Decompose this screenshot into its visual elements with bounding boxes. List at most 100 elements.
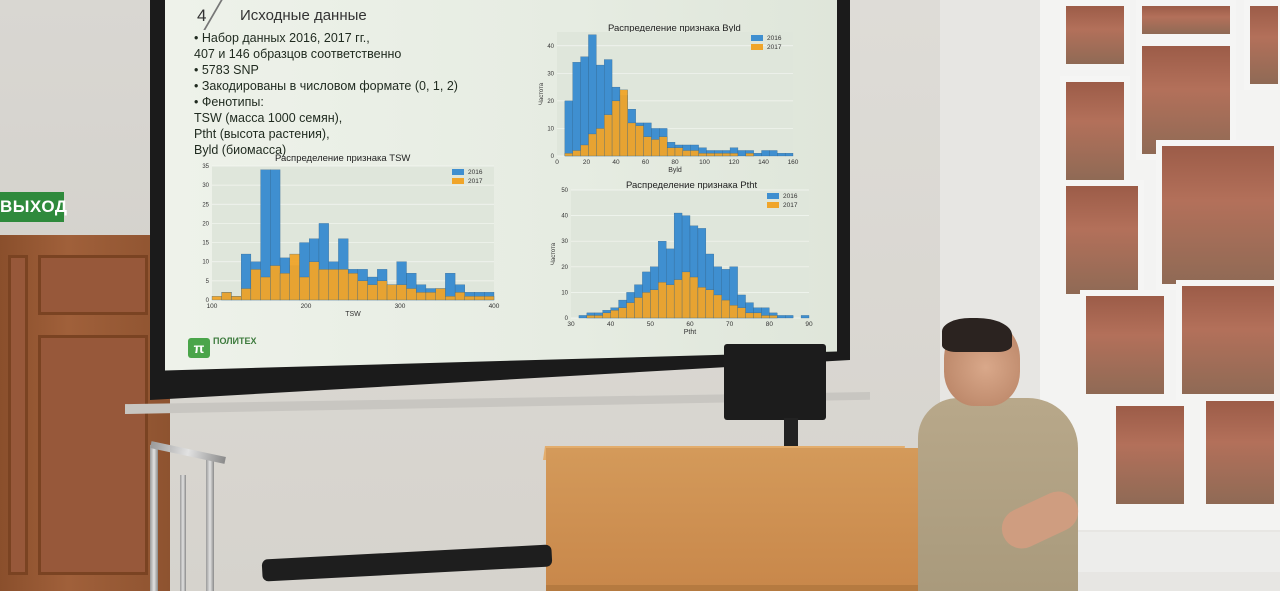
- histogram-bar: [673, 279, 683, 319]
- y-tick-label: 20: [561, 265, 568, 271]
- histogram-bar: [681, 271, 691, 319]
- histogram-bar: [682, 150, 691, 157]
- ptht-chart-title: Распределение признака Ptht: [626, 180, 758, 191]
- bullet-line: TSW (масса 1000 семян),: [194, 111, 343, 125]
- histogram-bar: [627, 122, 636, 157]
- y-tick-label: 35: [202, 164, 209, 170]
- y-tick-label: 20: [547, 99, 554, 105]
- histogram-bar: [698, 153, 707, 157]
- histogram-bar: [737, 307, 746, 319]
- exit-sign: ВЫХОД: [0, 192, 67, 222]
- histogram-bar: [634, 297, 643, 319]
- x-tick-label: 60: [642, 159, 650, 166]
- histogram-bar: [666, 284, 675, 319]
- legend-swatch: [452, 178, 464, 184]
- x-tick-label: 100: [699, 159, 710, 166]
- bullet-line: • Закодированы в числовом формате (0, 1,…: [194, 79, 458, 93]
- x-tick-label: 40: [607, 321, 615, 328]
- histogram-bar: [435, 288, 446, 301]
- histogram-bar: [753, 153, 762, 157]
- x-axis-label: Byld: [668, 167, 682, 174]
- histogram-bar: [714, 153, 723, 157]
- legend-label: 2016: [767, 35, 782, 42]
- x-tick-label: 40: [612, 159, 620, 166]
- legend-label: 2016: [468, 169, 483, 176]
- legend-swatch: [767, 193, 779, 199]
- x-tick-label: 400: [489, 303, 500, 310]
- histogram-bar: [464, 296, 475, 301]
- legend-swatch: [452, 169, 464, 175]
- bullet-line: 407 и 146 образцов соответственно: [194, 47, 402, 61]
- histogram-bar: [729, 305, 738, 319]
- y-tick-label: 10: [561, 290, 568, 296]
- y-tick-label: 5: [206, 279, 210, 285]
- histogram-bar: [270, 265, 281, 301]
- histogram-bar: [659, 136, 668, 157]
- legend-label: 2017: [767, 44, 782, 51]
- y-tick-label: 30: [202, 183, 209, 189]
- histogram-bar: [705, 289, 714, 319]
- histogram-bar: [377, 280, 388, 301]
- histogram-bar: [564, 153, 573, 157]
- legend-label: 2016: [783, 193, 798, 200]
- histogram-bar: [572, 150, 581, 157]
- histogram-bar: [357, 280, 368, 301]
- y-tick-label: 20: [202, 221, 209, 227]
- histogram-bar: [689, 276, 699, 319]
- histogram-bar: [737, 150, 746, 157]
- bullet-line: Byld (биомасса): [194, 143, 287, 157]
- histogram-bar: [761, 150, 770, 157]
- histogram-bar: [241, 288, 252, 301]
- histogram-bar: [753, 312, 762, 319]
- histogram-bar: [761, 315, 770, 319]
- histogram-bar: [386, 284, 397, 301]
- histogram-bar: [619, 89, 628, 157]
- histogram-bar: [396, 284, 407, 301]
- histogram-bar: [328, 269, 339, 301]
- histogram-bar: [309, 261, 320, 301]
- x-tick-label: 120: [729, 159, 740, 166]
- x-tick-label: 70: [726, 321, 734, 328]
- histogram-bar: [769, 150, 778, 157]
- x-axis-label: Ptht: [684, 329, 697, 336]
- histogram-bar: [729, 153, 739, 157]
- tsw-chart-title: Распределение признака TSW: [275, 153, 411, 164]
- histogram-bar: [474, 296, 485, 301]
- x-tick-label: 90: [805, 321, 813, 328]
- histogram-bar: [777, 315, 786, 319]
- histogram-bar: [445, 296, 456, 301]
- wooden-door: [0, 235, 170, 591]
- histogram-bar: [706, 153, 715, 157]
- histogram-bar: [800, 315, 810, 319]
- histogram-bar: [231, 296, 242, 301]
- histogram-bar: [618, 307, 627, 319]
- x-tick-label: 140: [758, 159, 769, 166]
- x-tick-label: 160: [788, 159, 799, 166]
- histogram-bar: [406, 288, 417, 301]
- presenter-hair: [942, 318, 1012, 352]
- legend-swatch: [751, 44, 763, 50]
- y-tick-label: 0: [551, 154, 555, 160]
- histogram-bar: [596, 128, 605, 157]
- histogram-bar: [643, 136, 652, 157]
- histogram-bar: [445, 273, 456, 301]
- histogram-bar: [484, 296, 495, 301]
- histogram-bar: [722, 153, 731, 157]
- politech-logo-text: ПОЛИТЕХ: [213, 336, 257, 346]
- x-tick-label: 60: [686, 321, 694, 328]
- histogram-bar: [602, 312, 611, 319]
- x-tick-label: 80: [766, 321, 774, 328]
- y-tick-label: 50: [561, 188, 568, 194]
- histogram-bar: [580, 56, 589, 157]
- monitor-stand: [784, 418, 798, 452]
- lectern: [546, 448, 922, 591]
- y-tick-label: 30: [561, 239, 568, 245]
- histogram-bar: [651, 139, 660, 157]
- legend-label: 2017: [468, 178, 483, 185]
- histogram-bar: [777, 153, 786, 157]
- histogram-bar: [650, 289, 659, 319]
- histogram-bar: [697, 287, 707, 319]
- histogram-bar: [289, 253, 300, 301]
- x-tick-label: 50: [647, 321, 655, 328]
- ptht-histogram: 0 10 20 30 40 50 30 40 50 60 70 80 90 Ptht Частота 2016…: [551, 188, 813, 336]
